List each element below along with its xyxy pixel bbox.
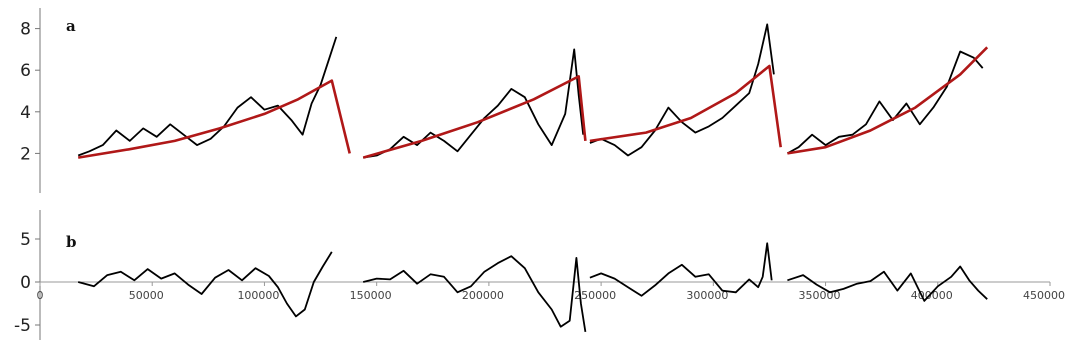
panel-b-x-tick-label: 100000: [237, 289, 279, 302]
panel-b-y-tick-label: 0: [20, 273, 31, 293]
panel-a-y-ticks: 2 4 6 8: [20, 20, 40, 164]
panel-a-fitted-trend-line-segment-3: [589, 64, 782, 148]
panel-a-y-tick-label: 8: [20, 20, 31, 40]
panel-b-residual-line-segment-4: [787, 265, 988, 302]
panel-a-label: a: [66, 17, 76, 35]
panel-b-residual-line-segment-1: [77, 251, 333, 318]
panel-a-y-tick-label: 6: [20, 61, 31, 81]
panel-a-observed-line-segment-1: [77, 36, 338, 157]
panel-b-label: b: [66, 233, 77, 251]
panel-a-observed-line-segment-2: [363, 48, 585, 159]
panel-b-x-tick-label: 50000: [129, 289, 164, 302]
panel-a-fitted-trend-line-segment-4: [787, 46, 989, 155]
panel-b-x-tick-label: 450000: [1023, 289, 1065, 302]
panel-b-x-tick-label: 400000: [911, 289, 953, 302]
panel-b-x-tick-label: 250000: [574, 289, 616, 302]
panel-b-residual-line-segment-2: [362, 255, 587, 333]
panel-b-x-tick-label: 150000: [350, 289, 392, 302]
panel-a-y-tick-label: 4: [20, 103, 31, 123]
panel-b-y-ticks: 5 0 -5: [14, 230, 40, 336]
panel-b-y-tick-label: -5: [14, 316, 31, 336]
panel-a-fitted-trend-line-segment-2: [362, 75, 587, 159]
panel-b-x-axis: 0 50000 100000 150000 200000 250000 300000 3500…: [37, 281, 1065, 302]
panel-a: a 2 4 6 8: [20, 8, 989, 193]
panel-a-y-tick-label: 2: [20, 144, 31, 164]
panel-b-x-tick-label: 0: [37, 289, 44, 302]
panel-a-lines: [77, 23, 989, 159]
panel-a-observed-line-segment-4: [786, 50, 984, 155]
panel-b: b 5 0 -5 0 50000 100000 150000 200000 250000 300…: [14, 210, 1065, 340]
panel-b-residual-line-segment-3: [589, 242, 773, 297]
panel-a-fitted-trend-line-segment-1: [77, 79, 351, 159]
panel-b-y-tick-label: 5: [20, 230, 31, 250]
panel-b-x-tick-label: 200000: [462, 289, 504, 302]
panel-b-x-tick-label: 300000: [686, 289, 728, 302]
panel-b-lines: [77, 242, 988, 333]
